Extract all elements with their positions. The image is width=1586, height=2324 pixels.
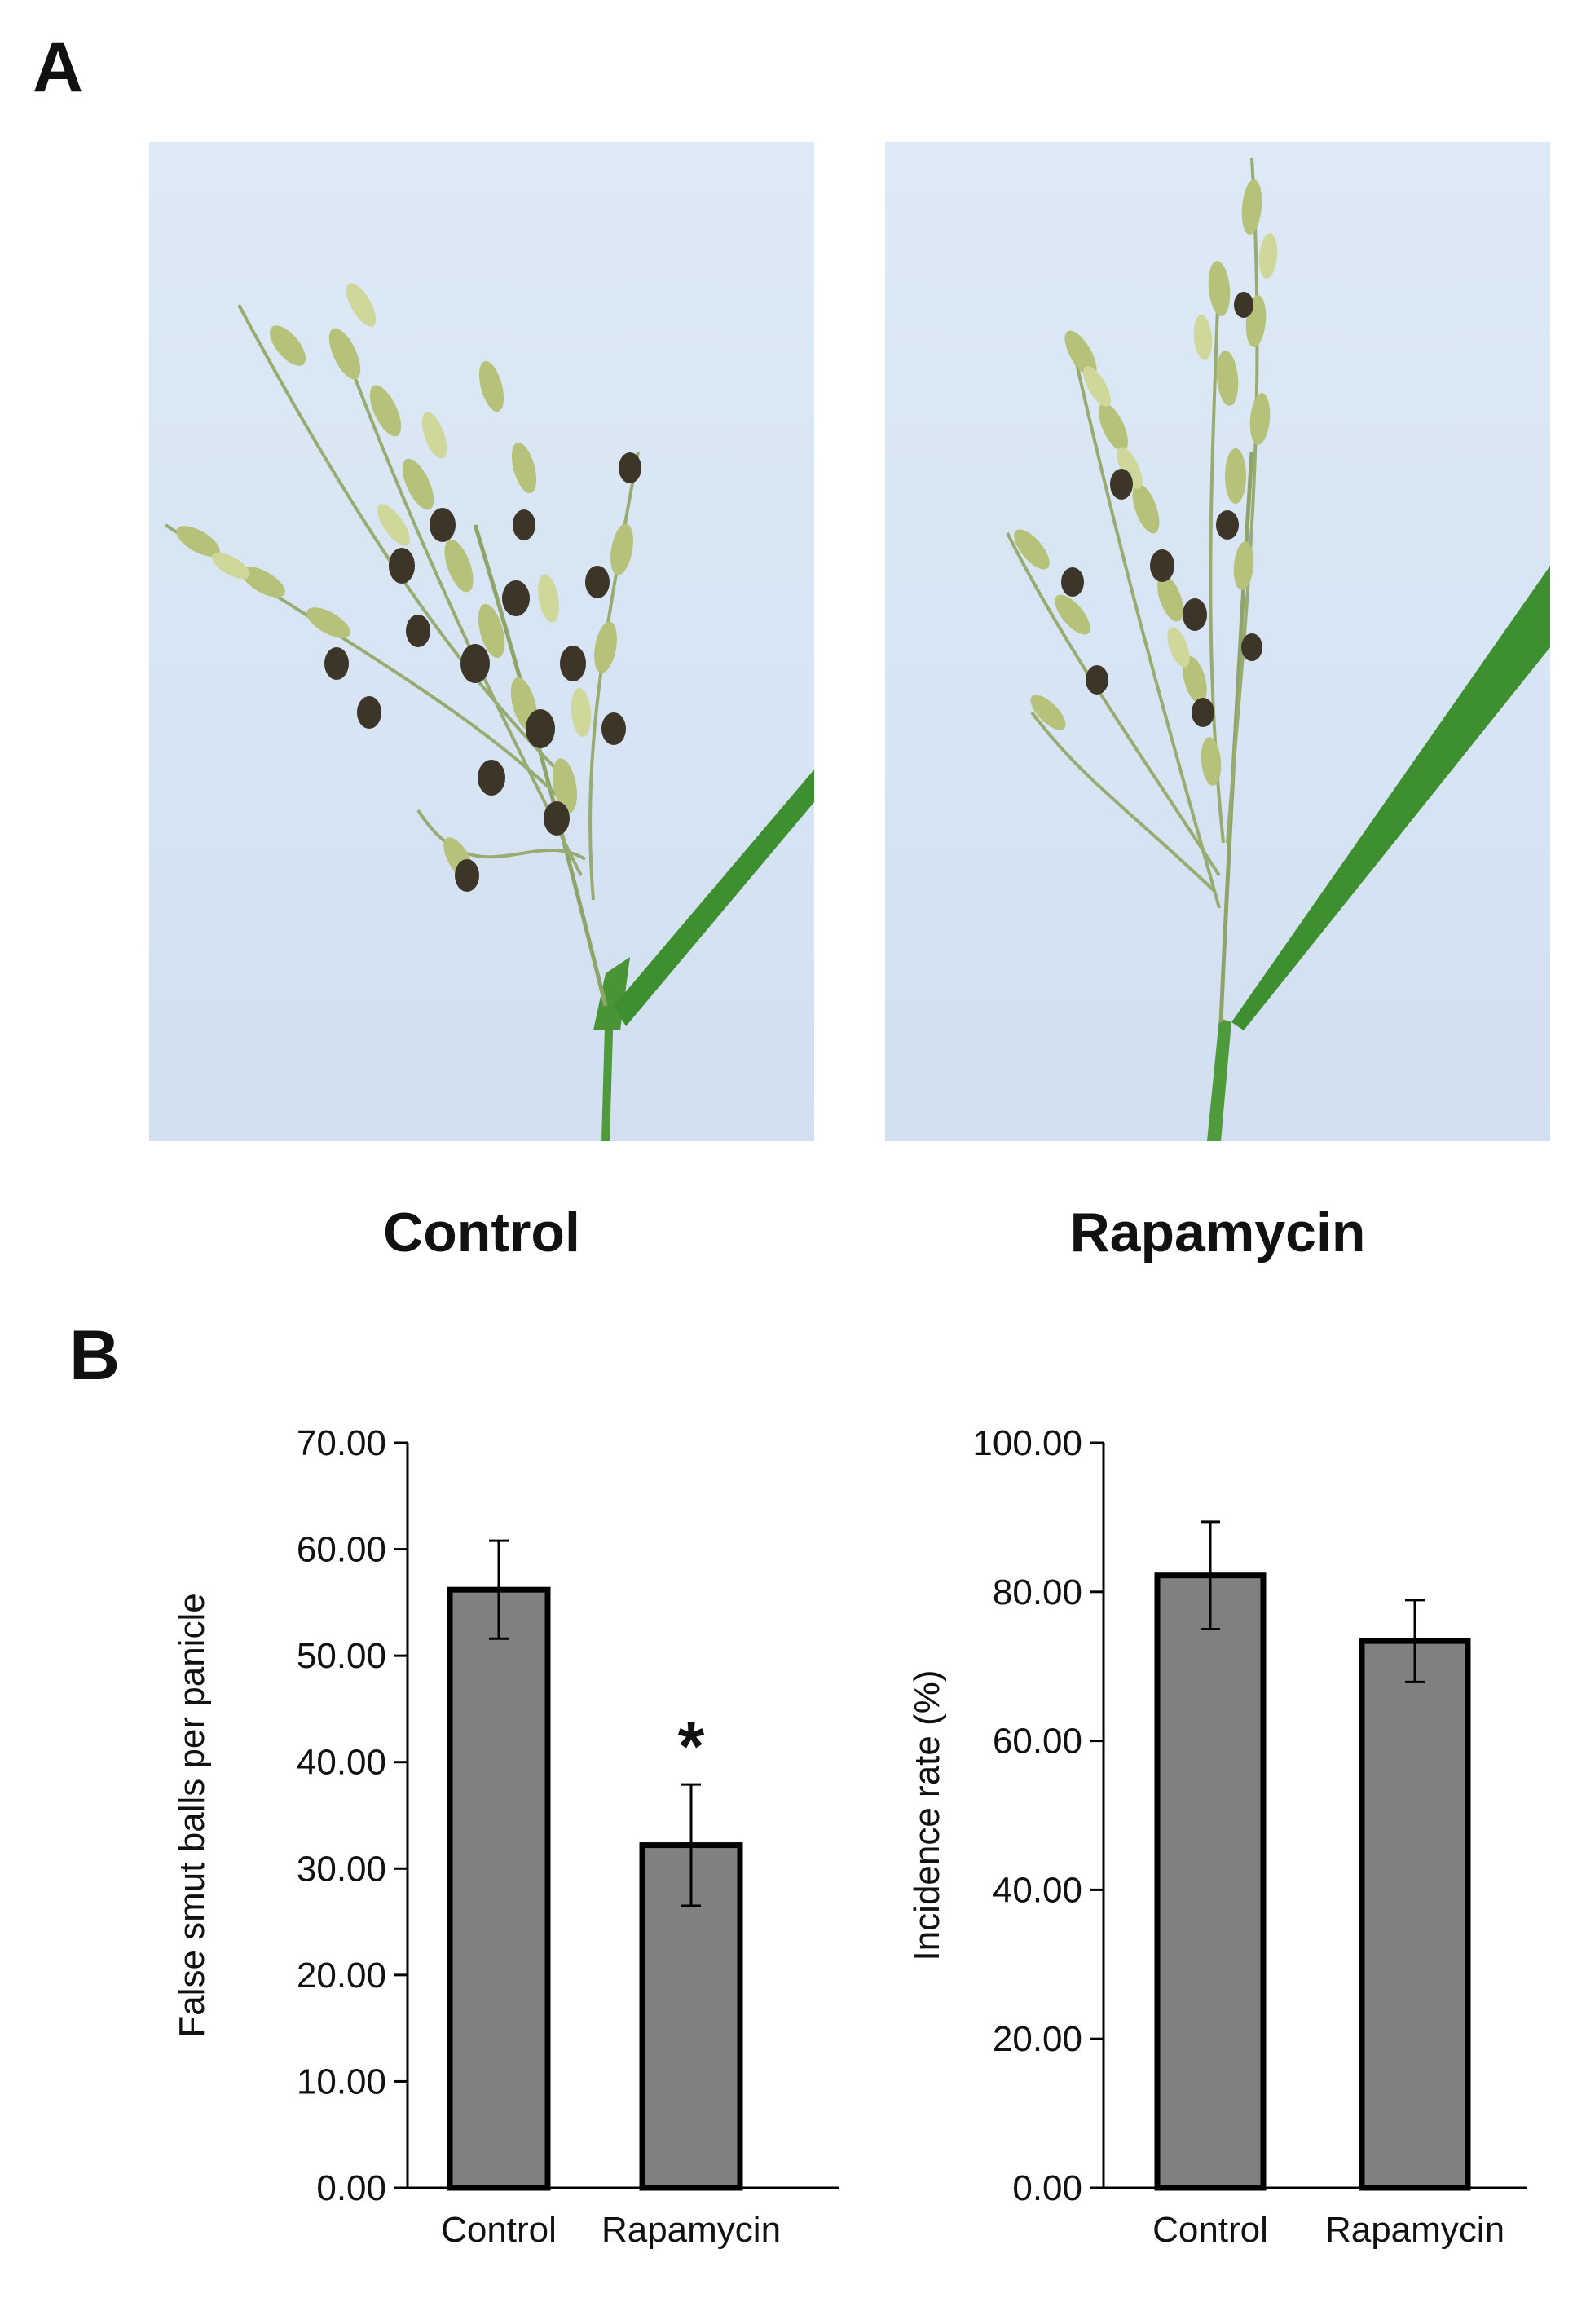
chart1-y-tick-label: 50.00 [297, 1636, 386, 1676]
control-panicle-photo [149, 142, 814, 1141]
chart1-category-label: Rapamycin [601, 2210, 781, 2250]
chart1-y-tick-label: 20.00 [297, 1956, 386, 1995]
chart2-category-label: Rapamycin [1325, 2210, 1504, 2250]
rapamycin-panicle-photo [885, 142, 1550, 1141]
chart1-bar-control [447, 1586, 551, 2191]
chart1-y-tick-label: 0.00 [316, 2168, 386, 2208]
chart1-significance-marker: * [678, 1708, 705, 1784]
chart2-bar-rapamycin [1359, 1638, 1471, 2191]
chart2-y-tick-label: 20.00 [993, 2019, 1082, 2059]
chart2-category-label: Control [1152, 2210, 1268, 2250]
chart2-y-tick-label: 0.00 [1012, 2168, 1082, 2208]
chart2-y-tick-label: 40.00 [993, 1870, 1082, 1910]
chart1-y-tick-label: 40.00 [297, 1743, 386, 1783]
chart2-y-axis-title: Incidence rate (%) [907, 1669, 947, 1960]
chart1-y-tick-label: 70.00 [297, 1423, 386, 1463]
chart1-category-label: Control [441, 2210, 557, 2250]
chart1-y-tick-label: 60.00 [297, 1530, 386, 1570]
chart2-bar-control [1154, 1572, 1267, 2191]
panel-label-b: B [69, 1316, 121, 1395]
photo-caption-rapamycin: Rapamycin [1069, 1202, 1366, 1263]
photo-caption-control: Control [383, 1202, 580, 1263]
control-panicle-image [164, 283, 814, 1141]
chart2-y-tick-label: 60.00 [993, 1722, 1082, 1762]
chart1-y-axis-title: False smut balls per panicle [172, 1593, 212, 2037]
chart2-y-tick-label: 80.00 [993, 1572, 1082, 1612]
chart1-y-tick-label: 30.00 [297, 1849, 386, 1889]
rapamycin-panicle-image [1006, 157, 1550, 1141]
chart1-y-tick-label: 10.00 [297, 2062, 386, 2101]
panel-label-a: A [33, 29, 84, 107]
chart2-y-tick-label: 100.00 [972, 1423, 1082, 1463]
